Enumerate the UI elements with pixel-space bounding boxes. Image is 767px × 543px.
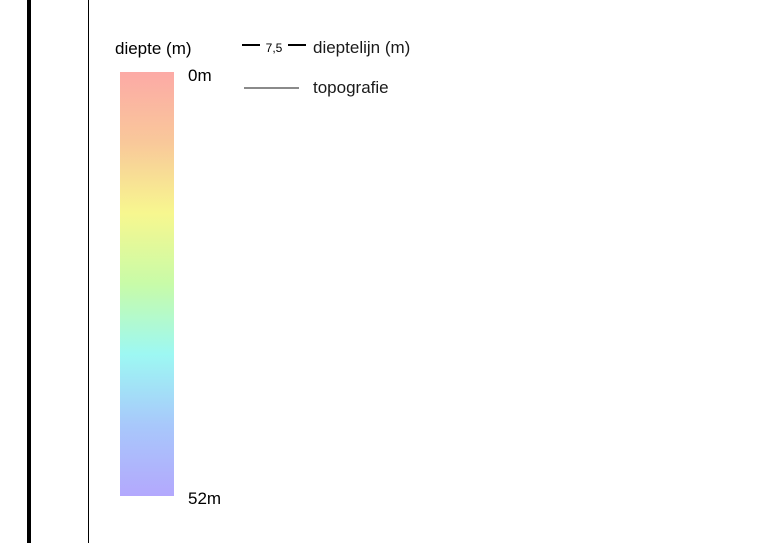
- topography-legend-label: topografie: [313, 78, 389, 97]
- depth-scale-title: diepte (m): [115, 39, 192, 58]
- scale-max-label: 52m: [188, 489, 222, 508]
- depth-color-scale: [120, 72, 174, 496]
- contour-line-symbol: 7,5: [242, 41, 306, 55]
- contour-legend-label: dieptelijn (m): [313, 38, 411, 57]
- scale-min-label: 0m: [188, 66, 212, 85]
- topography-line-symbol: [244, 87, 299, 89]
- map-frame-border: [27, 0, 31, 543]
- legend-divider: [88, 0, 89, 543]
- contour-sample-value: 7,5: [266, 41, 283, 55]
